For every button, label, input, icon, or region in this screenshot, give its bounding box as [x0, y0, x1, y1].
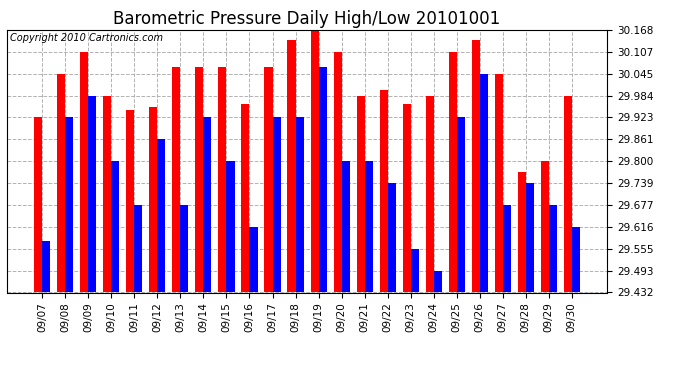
Bar [503, 205, 511, 292]
Bar [411, 249, 419, 292]
Bar [333, 52, 342, 292]
Bar [273, 117, 281, 292]
Bar [572, 227, 580, 292]
Bar [157, 140, 166, 292]
Bar [264, 67, 273, 292]
Bar [226, 161, 235, 292]
Bar [172, 67, 180, 292]
Bar [180, 205, 188, 292]
Bar [448, 52, 457, 292]
Bar [204, 117, 212, 292]
Bar [495, 74, 503, 292]
Bar [518, 172, 526, 292]
Bar [402, 104, 411, 292]
Bar [526, 183, 534, 292]
Bar [388, 183, 395, 292]
Bar [319, 67, 326, 292]
Bar [380, 90, 388, 292]
Bar [80, 52, 88, 292]
Title: Barometric Pressure Daily High/Low 20101001: Barometric Pressure Daily High/Low 20101… [113, 10, 501, 28]
Bar [310, 30, 319, 292]
Bar [126, 110, 135, 292]
Bar [195, 67, 204, 292]
Bar [241, 104, 250, 292]
Bar [250, 227, 257, 292]
Bar [457, 117, 465, 292]
Text: Copyright 2010 Cartronics.com: Copyright 2010 Cartronics.com [10, 33, 163, 43]
Bar [66, 117, 73, 292]
Bar [295, 117, 304, 292]
Bar [135, 205, 142, 292]
Bar [426, 96, 434, 292]
Bar [57, 74, 66, 292]
Bar [104, 96, 111, 292]
Bar [88, 96, 97, 292]
Bar [219, 67, 226, 292]
Bar [549, 205, 557, 292]
Bar [564, 96, 572, 292]
Bar [434, 271, 442, 292]
Bar [111, 161, 119, 292]
Bar [357, 96, 364, 292]
Bar [541, 161, 549, 292]
Bar [342, 161, 350, 292]
Bar [288, 40, 295, 292]
Bar [42, 242, 50, 292]
Bar [472, 40, 480, 292]
Bar [149, 107, 157, 292]
Bar [364, 161, 373, 292]
Bar [480, 74, 488, 292]
Bar [34, 117, 42, 292]
